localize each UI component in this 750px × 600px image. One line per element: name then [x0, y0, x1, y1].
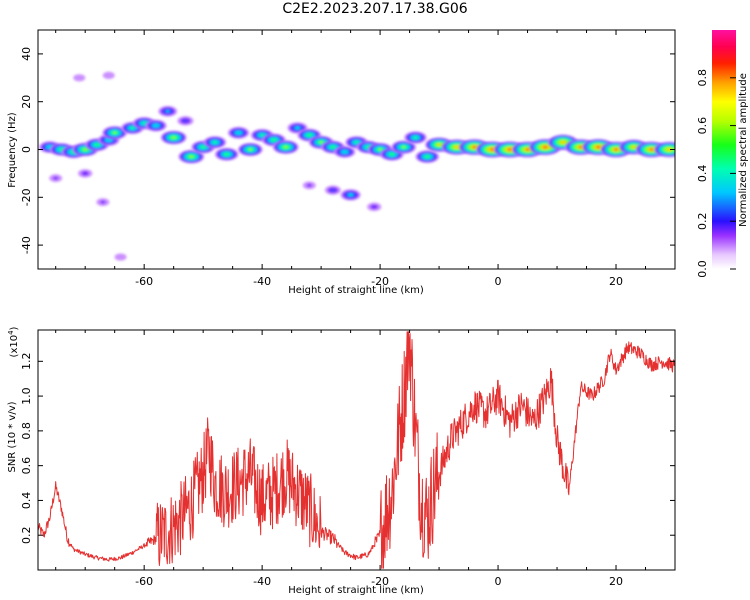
y-tick-label: -20	[20, 188, 33, 206]
heatmap-blob	[177, 116, 194, 126]
heatmap-blob	[654, 141, 675, 158]
colorbar-tick-label: 0.4	[696, 165, 709, 183]
heatmap-blob	[582, 138, 615, 156]
y-tick-label: 1.2	[20, 353, 33, 371]
x-tick-label: -60	[135, 275, 153, 288]
heatmap-ylabel: Frequency (Hz)	[7, 112, 18, 188]
heatmap-blob	[145, 119, 167, 132]
heatmap-blob	[334, 146, 356, 158]
heatmap-blob	[72, 142, 99, 157]
heatmap-blob	[404, 131, 427, 144]
heatmap-blob	[237, 142, 263, 157]
colorbar-gradient	[712, 30, 736, 269]
heatmap-blob	[391, 140, 417, 154]
x-tick-label: -20	[371, 275, 389, 288]
heatmap-blob	[600, 141, 632, 158]
colorbar-tick-label: 0.6	[696, 117, 709, 135]
x-tick-label: 20	[609, 275, 623, 288]
heatmap-blob	[214, 147, 239, 161]
y-tick-label: 0	[20, 146, 33, 153]
colorbar-label: Normalized spectral amplitude	[738, 73, 749, 227]
heatmap-blob	[367, 202, 382, 212]
heatmap-blob	[203, 136, 227, 149]
heatmap-blob	[160, 130, 187, 145]
colorbar-tick-label: 0.2	[696, 212, 709, 230]
snr-x-ticks: -60 -40 -20 0 20	[55, 330, 676, 588]
heatmap-panel: -60 -40 -20 0 20 -40 -20 0 20 40 Height of strai…	[7, 29, 676, 296]
x-tick-label: -40	[253, 575, 271, 588]
snr-ylabel: SNR (10 * v/v)	[7, 401, 18, 472]
heatmap-blob	[73, 74, 86, 82]
heatmap-blob	[272, 140, 299, 154]
colorbar-tick-label: 0.0	[696, 260, 709, 278]
heatmap-xlabel: Height of straight line (km)	[288, 285, 424, 296]
snr-xlabel: Height of straight line (km)	[288, 585, 424, 596]
heatmap-blob	[340, 189, 361, 201]
y-tick-label: 40	[20, 47, 33, 61]
snr-line	[38, 331, 675, 569]
heatmap-blob	[102, 71, 115, 80]
heatmap-blob	[114, 253, 127, 261]
heatmap-blob	[78, 169, 93, 178]
heatmap-y-ticks: -40 -20 0 20 40	[20, 47, 675, 254]
y-tick-label: -40	[20, 236, 33, 254]
snr-scale-exponent: 4	[7, 330, 15, 335]
y-tick-label: 20	[20, 95, 33, 109]
y-tick-label: 1.0	[20, 387, 33, 405]
x-tick-label: -40	[253, 275, 271, 288]
heatmap-blob	[49, 174, 63, 183]
snr-y-ticks: 0.2 0.4 0.6 0.8 1.0 1.2	[20, 353, 675, 544]
y-tick-label: 0.8	[20, 422, 33, 440]
heatmap-layer	[39, 71, 675, 261]
heatmap-blob	[415, 150, 440, 164]
y-tick-label: 0.2	[20, 526, 33, 544]
snr-panel: -60 -40 -20 0 20 0.2 0.4 0.6 0.8 1.0 1.2 Height o…	[7, 326, 676, 596]
heatmap-blob	[158, 105, 178, 117]
snr-frame	[37, 329, 676, 571]
page-title: C2E2.2023.207.17.38.G06	[282, 1, 468, 17]
colorbar-ticks: 0.0 0.2 0.4 0.6 0.8	[696, 69, 736, 278]
heatmap-blob	[227, 126, 250, 139]
heatmap-blob	[324, 185, 341, 195]
colorbar: 0.0 0.2 0.4 0.6 0.8 Normalized spectral ampl…	[696, 30, 749, 278]
heatmap-x-ticks: -60 -40 -20 0 20	[55, 30, 676, 288]
heatmap-blob	[96, 198, 110, 206]
heatmap-blob	[102, 126, 128, 140]
snr-scale-label: (x104)	[7, 326, 20, 357]
y-tick-label: 0.4	[20, 492, 33, 510]
x-tick-label: 20	[609, 575, 623, 588]
heatmap-blob	[178, 149, 205, 164]
heatmap-blob	[302, 181, 316, 190]
y-tick-label: 0.6	[20, 457, 33, 475]
x-tick-label: -60	[135, 575, 153, 588]
snr-scale-suffix: )	[9, 326, 20, 330]
colorbar-tick-label: 0.8	[696, 69, 709, 87]
x-tick-label: 0	[495, 275, 502, 288]
x-tick-label: 0	[495, 575, 502, 588]
x-tick-label: -20	[371, 575, 389, 588]
